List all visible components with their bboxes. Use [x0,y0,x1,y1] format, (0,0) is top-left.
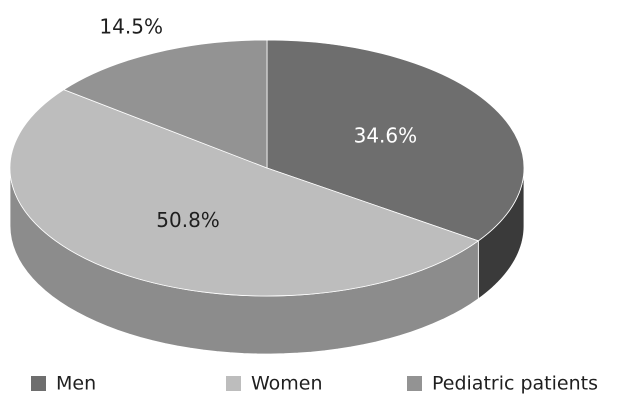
legend-swatch-women [226,376,241,391]
pie-slice-pediatric-patients [62,39,268,169]
legend-label-pediatric-patients: Pediatric patients [432,373,598,395]
data-label-women: 50.8% [156,208,220,232]
data-label-pediatric-patients: 14.5% [99,15,163,39]
pie-slice-men [266,39,525,242]
legend-label-women: Women [251,373,323,395]
pie-slice-women [9,89,480,297]
legend-swatch-men [31,376,46,391]
legend-swatch-pediatric-patients [407,376,422,391]
data-label-men: 34.6% [354,124,418,148]
pie-data-labels: 34.6% 50.8% 14.5% [99,15,417,233]
pie-slices [9,39,525,297]
legend: Men Women Pediatric patients [31,373,598,395]
legend-label-men: Men [56,373,96,395]
